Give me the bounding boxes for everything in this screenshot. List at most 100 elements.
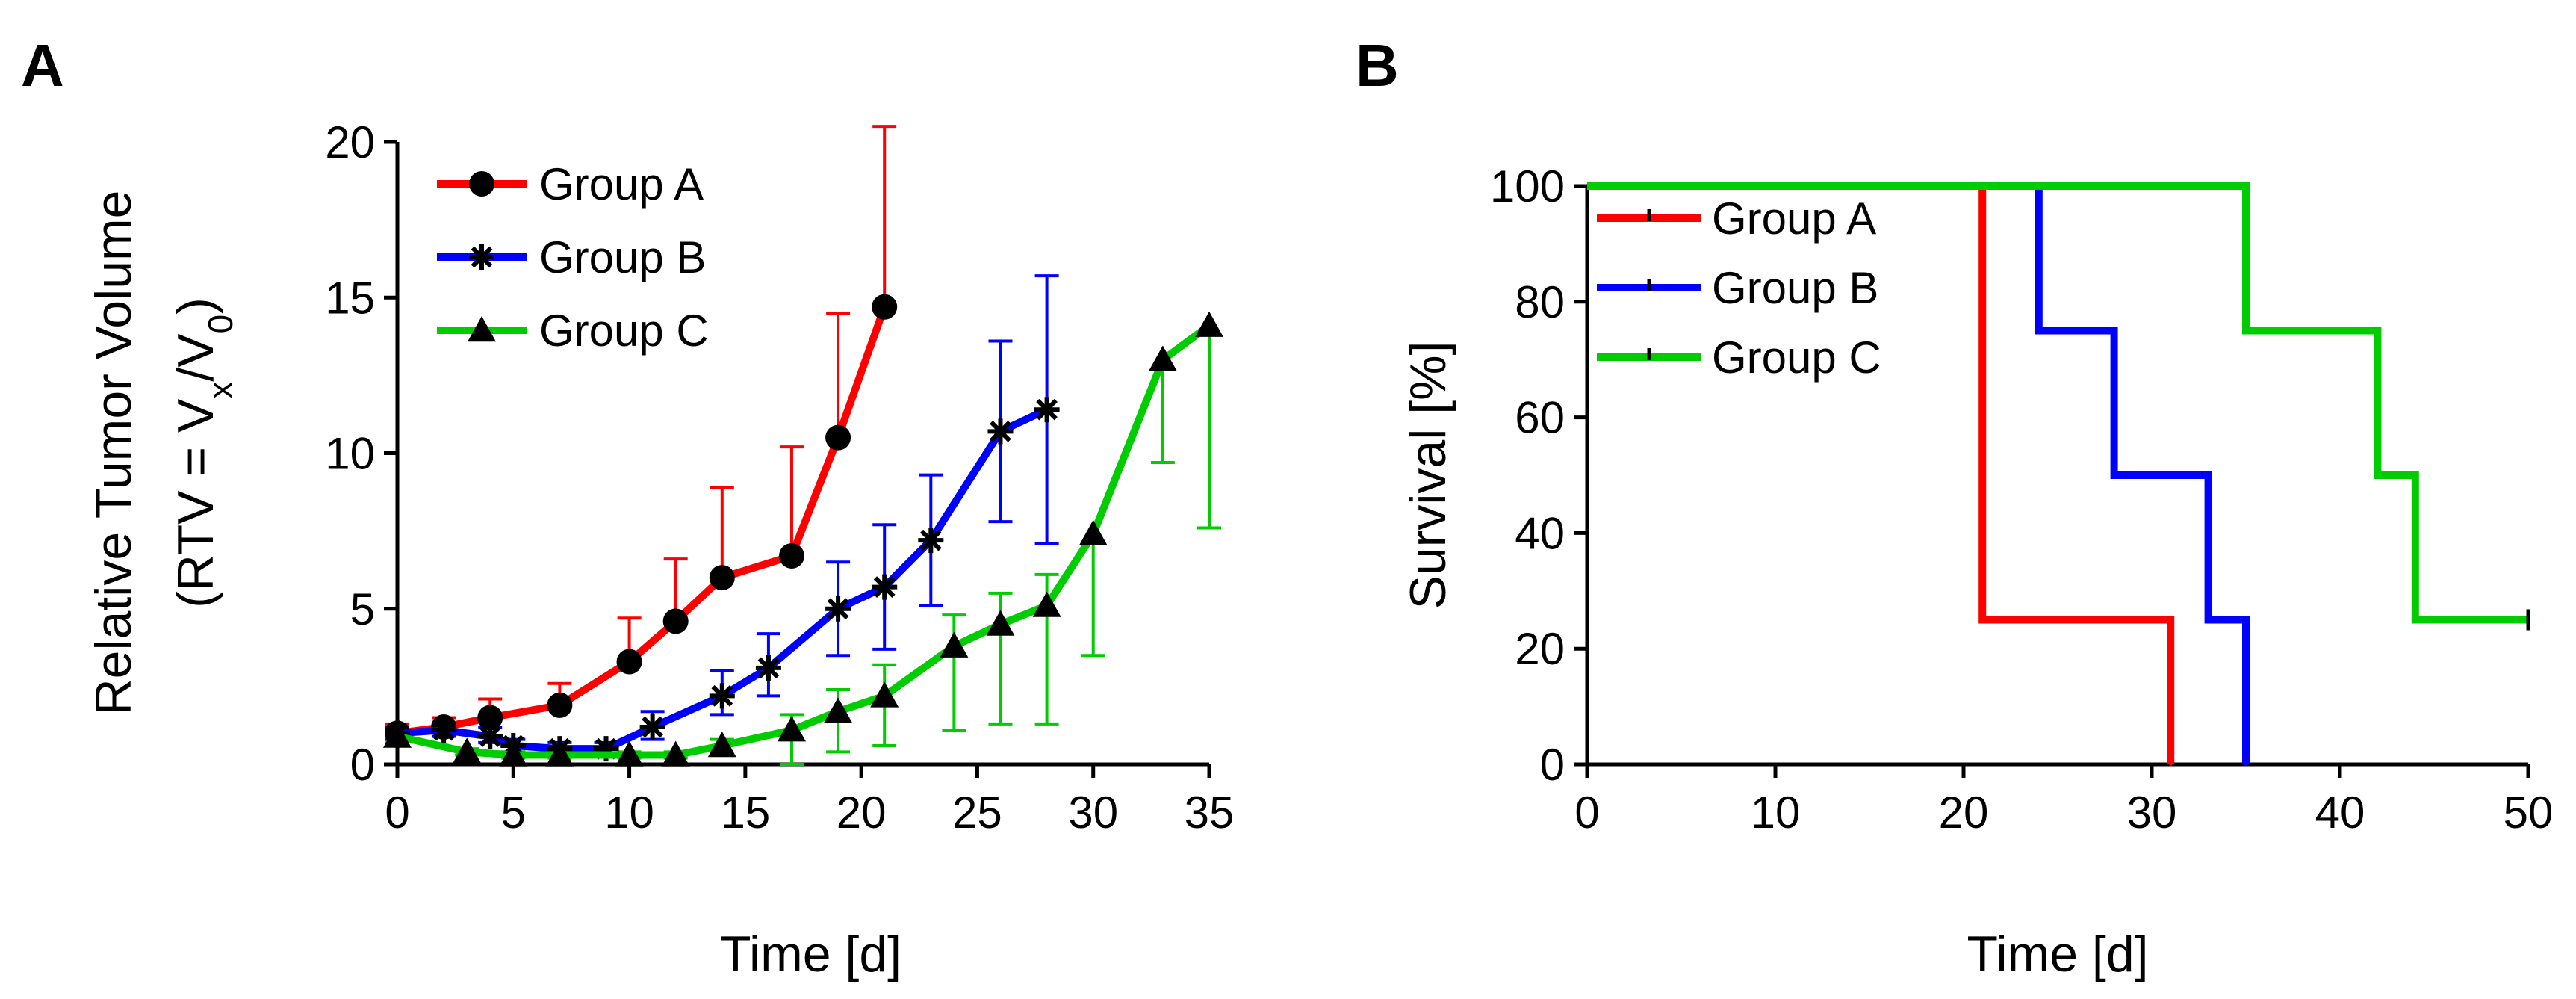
- chart-a-group-a-point-7: [778, 542, 804, 569]
- chart-a-group-a-point-5: [662, 608, 689, 634]
- chart-a-group-b-point-6: [639, 714, 665, 740]
- chart-a-group-c-point-5: [661, 740, 690, 767]
- chart-a-legend-label-group-b: Group B: [539, 232, 706, 282]
- chart-a-group-a-point-3: [547, 692, 573, 718]
- chart-a-group-b-point-12-stroke-3: [990, 420, 1011, 442]
- chart-a-legend-label-group-c: Group C: [539, 306, 709, 356]
- chart-b-group-a-step-point-2: [2169, 763, 2173, 766]
- chart-a-group-b-point-2-stroke-3: [479, 726, 501, 747]
- chart-a-legend-marker-group-b-stroke-3: [471, 246, 493, 268]
- chart-a-y-formula-prefix: (RTV = V: [167, 398, 224, 608]
- chart-a-series-line-group-c: [394, 321, 1213, 759]
- chart-a-group-b-point-6-stroke-3: [642, 716, 663, 738]
- chart-a-group-b-point-13-stroke-3: [1036, 398, 1058, 421]
- chart-b-group-c-step-point-2: [2376, 474, 2380, 477]
- chart-b-series-line-group-a: [1587, 182, 2175, 764]
- chart-b-group-a-step-point-1: [1981, 618, 1984, 622]
- chart-a-group-a-point-2: [477, 705, 503, 731]
- chart-b-x-tick-label-50: 50: [2504, 788, 2554, 838]
- chart-a-y-tick-label-5: 5: [350, 584, 375, 634]
- chart-a-group-b-point-1: [431, 717, 457, 743]
- chart-b: 0 20 40 60 80 100 0 10 20 30 40 50 Time [d] Survival …: [1400, 161, 2553, 983]
- chart-a-group-c-point-9: [870, 681, 899, 708]
- chart-b-y-tick-label-60: 60: [1515, 393, 1565, 443]
- chart-a-y-axis-formula: (RTV = Vx/V0): [167, 297, 240, 608]
- chart-b-y-tick-label-80: 80: [1515, 277, 1565, 327]
- chart-a-group-c-point-14: [1148, 345, 1177, 371]
- chart-a-x-tick-label-20: 20: [837, 788, 887, 838]
- chart-b-y-tick-label-40: 40: [1515, 508, 1565, 558]
- chart-a-group-a-point-9: [872, 294, 898, 320]
- chart-a-group-b-point-11: [918, 528, 944, 554]
- chart-a-group-c-point-7: [777, 716, 806, 742]
- chart-a-y-formula-suffix: ): [167, 297, 224, 315]
- chart-b-group-c-step-point-3: [2413, 618, 2417, 622]
- chart-a-y-formula-mid: /V: [167, 333, 224, 382]
- chart-a-group-c-point-11: [986, 610, 1015, 636]
- chart-a-x-tick-label-35: 35: [1185, 788, 1235, 838]
- chart-b-y-tick-label-0: 0: [1540, 740, 1565, 790]
- chart-a-group-b-point-8-stroke-3: [757, 657, 780, 679]
- chart-a-group-b-point-9: [825, 596, 851, 622]
- chart-b-x-tick-label-20: 20: [1939, 788, 1989, 838]
- chart-a-series-line-group-a: [394, 303, 889, 737]
- chart-a-legend-marker-group-c: [468, 316, 496, 342]
- chart-a-group-b-point-13: [1034, 397, 1060, 423]
- chart-b-x-tick-label-40: 40: [2315, 788, 2365, 838]
- chart-a-group-c-point-10: [940, 631, 969, 658]
- chart-a-y-tick-label-15: 15: [325, 273, 375, 323]
- chart-a-group-b-point-1-stroke-3: [432, 719, 455, 741]
- chart-b-y-axis-title: Survival [%]: [1400, 341, 1456, 610]
- chart-b-x-axis-title: Time [d]: [1967, 926, 2148, 983]
- chart-a-group-b-point-9-stroke-3: [827, 598, 849, 620]
- chart-a-y-tick-label-20: 20: [325, 117, 375, 167]
- chart-a-x-tick-label-25: 25: [952, 788, 1002, 838]
- chart-a-x-tick-label-10: 10: [604, 788, 654, 838]
- chart-a-y-formula-sub-x: x: [201, 382, 240, 399]
- chart-a-legend-marker-group-b: [469, 244, 494, 270]
- chart-b-x-tick-label-30: 30: [2127, 788, 2177, 838]
- chart-a-group-c-point-4: [615, 740, 644, 767]
- chart-b-group-b-step-point-4: [2244, 763, 2247, 766]
- chart-a-x-tick-label-5: 5: [501, 788, 526, 838]
- chart-a-group-b-point-2: [477, 723, 503, 749]
- chart-b-group-b-step-point-1: [2037, 329, 2040, 333]
- chart-a-group-c-point-15: [1195, 311, 1223, 337]
- chart-a-x-tick-label-0: 0: [385, 788, 409, 838]
- chart-a-group-c-point-2: [499, 740, 528, 767]
- chart-a-x-tick-label-15: 15: [720, 788, 770, 838]
- chart-a-y-formula-sub-0: 0: [201, 315, 240, 334]
- chart-a-group-b-point-8: [755, 655, 781, 681]
- chart-a-group-b-point-12: [987, 418, 1014, 445]
- chart-a-group-c-point-6: [707, 732, 736, 758]
- chart-a-group-c-point-3: [545, 740, 574, 767]
- chart-a-group-c-point-8: [824, 697, 853, 723]
- chart-a-legend-marker-group-a: [469, 171, 494, 197]
- chart-a-group-c-point-1: [453, 737, 482, 764]
- chart-a-group-b-point-10: [872, 574, 898, 600]
- chart-a-group-b-point-7: [709, 683, 735, 709]
- chart-b-legend-label-group-a: Group A: [1712, 194, 1876, 244]
- chart-b-series-line-group-b: [1587, 182, 2250, 764]
- chart-a-x-axis-title: Time [d]: [720, 926, 901, 983]
- chart-a-y-tick-label-0: 0: [350, 740, 375, 790]
- chart-a-group-c-point-12: [1032, 591, 1061, 617]
- chart-a-group-a-point-4: [616, 649, 642, 675]
- chart-b-y-tick-label-100: 100: [1490, 161, 1565, 211]
- chart-b-group-c-step-point-1: [2244, 329, 2247, 333]
- chart-a-group-b-point-10-stroke-3: [873, 576, 896, 598]
- chart-a: 0 5 10 15 20 0 5 10 15 20 25 30 35 Time [d] Relative T…: [85, 117, 1234, 983]
- chart-b-series-line-group-c: [1587, 182, 2528, 624]
- chart-a-group-c-point-0: [383, 722, 412, 748]
- panel-a-label: A: [21, 32, 64, 99]
- chart-a-group-b-point-11-stroke-3: [919, 529, 942, 551]
- chart-a-legend-label-group-a: Group A: [539, 159, 704, 209]
- chart-b-y-tick-label-20: 20: [1515, 624, 1565, 674]
- chart-b-legend-label-group-b: Group B: [1712, 263, 1878, 313]
- chart-a-y-tick-label-10: 10: [325, 429, 375, 479]
- chart-a-group-a-point-6: [709, 565, 735, 591]
- chart-a-group-c-point-13: [1078, 519, 1108, 545]
- chart-b-group-b-step-point-3: [2206, 618, 2210, 622]
- chart-a-group-b-point-7-stroke-3: [711, 685, 733, 707]
